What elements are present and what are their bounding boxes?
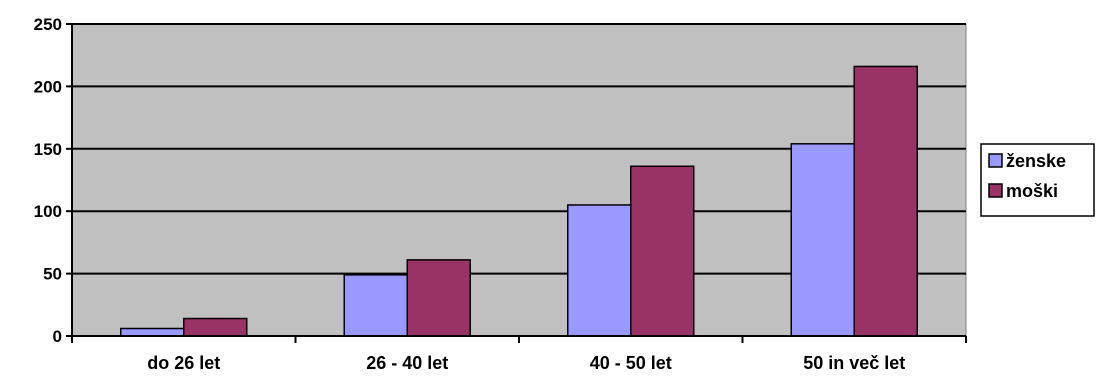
bar-zenske	[567, 204, 632, 337]
legend-swatch	[988, 183, 1003, 198]
y-tick-label: 150	[34, 140, 62, 159]
bar-moski	[406, 259, 471, 337]
legend-swatch	[988, 153, 1003, 168]
y-tick-label: 50	[43, 265, 62, 284]
y-tick-label: 100	[34, 202, 62, 221]
legend-label: moški	[1006, 181, 1058, 201]
x-category-label: 26 - 40 let	[366, 353, 448, 373]
bars	[120, 65, 918, 337]
x-category-label: 50 in več let	[803, 353, 905, 373]
y-tick-label: 250	[34, 15, 62, 34]
bar-zenske	[343, 274, 408, 337]
y-axis-ticks: 0 50 100 150 200 250	[34, 15, 72, 346]
bar-moski	[630, 165, 695, 337]
x-category-label: 40 - 50 let	[590, 353, 672, 373]
x-axis-categories: do 26 let 26 - 40 let 40 - 50 let 50 in več…	[71, 336, 967, 373]
legend: ženske moški	[980, 143, 1095, 217]
bar-moski	[853, 65, 918, 337]
y-tick-label: 0	[53, 327, 62, 346]
y-tick-label: 200	[34, 77, 62, 96]
x-category-label: do 26 let	[147, 353, 220, 373]
legend-label: ženske	[1006, 151, 1066, 171]
bar-moski	[183, 317, 248, 337]
bar-zenske	[120, 327, 185, 337]
bar-zenske	[790, 143, 855, 337]
